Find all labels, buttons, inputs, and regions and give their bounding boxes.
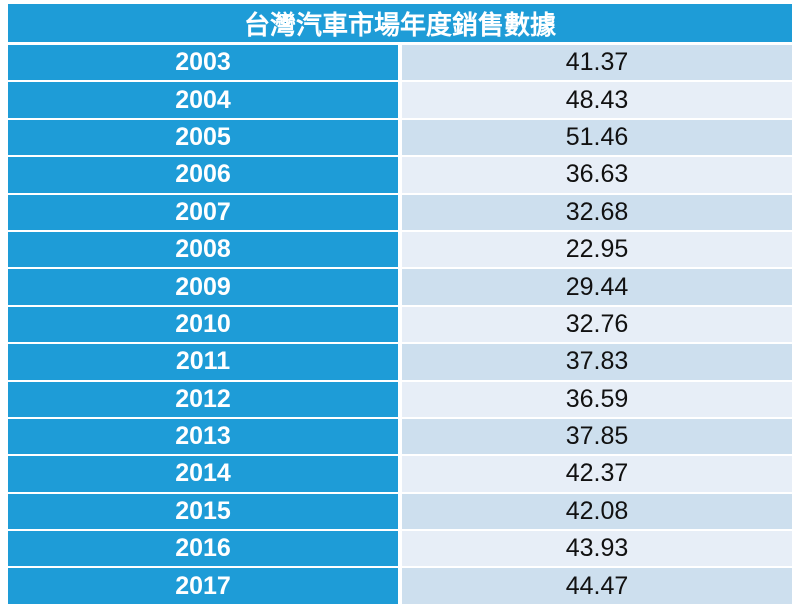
table-row: 2010 32.76 — [8, 306, 792, 343]
value-cell: 42.37 — [402, 456, 792, 492]
year-cell: 2011 — [8, 344, 398, 380]
table-row: 2009 29.44 — [8, 269, 792, 305]
year-cell: 2004 — [8, 82, 398, 118]
year-cell: 2010 — [8, 306, 398, 343]
value-cell: 36.63 — [402, 157, 792, 193]
value-cell: 36.59 — [402, 381, 792, 417]
value-cell: 29.44 — [402, 269, 792, 305]
value-cell: 37.85 — [402, 418, 792, 455]
value-cell: 48.43 — [402, 82, 792, 118]
year-cell: 2015 — [8, 493, 398, 530]
table-row: 2005 51.46 — [8, 119, 792, 156]
data-table: 台灣汽車市場年度銷售數據 2003 41.37 2004 48.43 2005 51.46… — [8, 4, 792, 606]
value-cell: 51.46 — [402, 119, 792, 156]
year-cell: 2012 — [8, 381, 398, 417]
table-row: 2008 22.95 — [8, 231, 792, 268]
table-row: 2016 43.93 — [8, 531, 792, 567]
year-cell: 2005 — [8, 119, 398, 156]
table-row: 2011 37.83 — [8, 344, 792, 380]
value-cell: 43.93 — [402, 531, 792, 567]
value-cell: 41.37 — [402, 45, 792, 81]
table-row: 2003 41.37 — [8, 45, 792, 81]
year-cell: 2017 — [8, 568, 398, 604]
year-cell: 2003 — [8, 45, 398, 81]
table-row: 2015 42.08 — [8, 493, 792, 530]
year-cell: 2007 — [8, 194, 398, 230]
value-cell: 37.83 — [402, 344, 792, 380]
value-cell: 32.68 — [402, 194, 792, 230]
table-row: 2007 32.68 — [8, 194, 792, 230]
year-cell: 2013 — [8, 418, 398, 455]
value-cell: 22.95 — [402, 231, 792, 268]
table-row: 2004 48.43 — [8, 82, 792, 118]
value-cell: 44.47 — [402, 568, 792, 604]
year-cell: 2006 — [8, 157, 398, 193]
table-row: 2012 36.59 — [8, 381, 792, 417]
year-cell: 2016 — [8, 531, 398, 567]
value-cell: 32.76 — [402, 306, 792, 343]
value-cell: 42.08 — [402, 493, 792, 530]
table-row: 2014 42.37 — [8, 456, 792, 492]
year-cell: 2014 — [8, 456, 398, 492]
table-row: 2017 44.47 — [8, 568, 792, 604]
table-row: 2013 37.85 — [8, 418, 792, 455]
year-cell: 2009 — [8, 269, 398, 305]
table-title: 台灣汽車市場年度銷售數據 — [8, 4, 792, 42]
table-row: 2006 36.63 — [8, 157, 792, 193]
year-cell: 2008 — [8, 231, 398, 268]
